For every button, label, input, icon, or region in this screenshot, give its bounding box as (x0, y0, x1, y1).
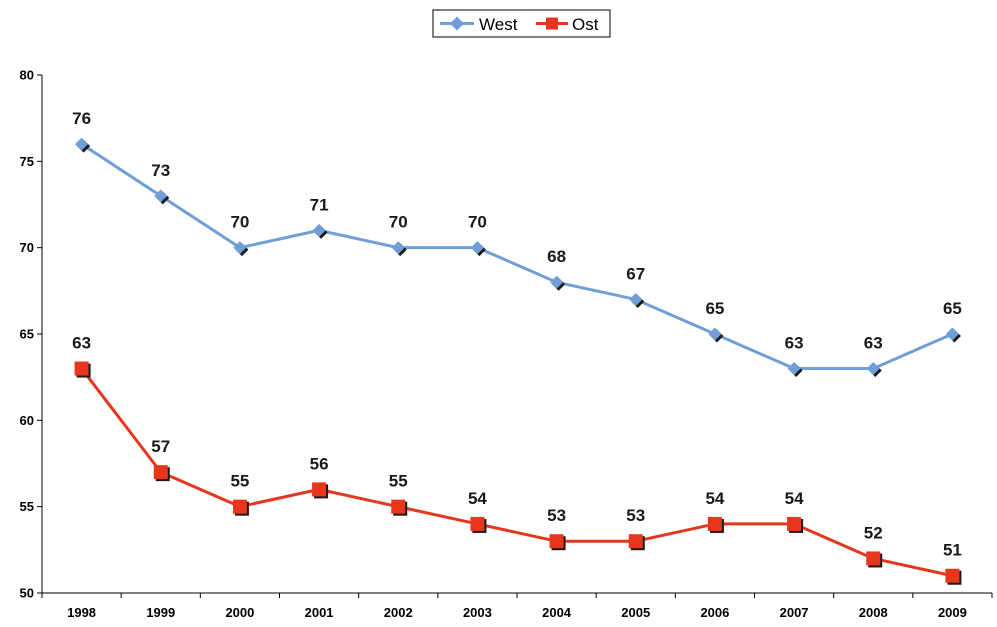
marker-ost (707, 516, 722, 531)
data-label-ost: 57 (151, 437, 170, 456)
marker-west (787, 362, 801, 376)
marker-west (866, 362, 880, 376)
marker-ost (391, 499, 406, 514)
marker-ost (945, 568, 960, 583)
marker-west (550, 275, 564, 289)
marker-ost (153, 465, 168, 480)
marker-west (945, 327, 959, 341)
series-line-ost (80, 367, 953, 578)
legend-marker-ost (546, 17, 558, 30)
marker-west (312, 223, 326, 237)
x-tick-label: 2002 (384, 605, 413, 620)
y-tick-label: 70 (20, 240, 34, 255)
marker-west (233, 241, 247, 255)
data-label-west: 63 (785, 334, 804, 353)
x-tick-label: 1998 (67, 605, 96, 620)
marker-ost (628, 534, 643, 549)
legend-marker-west (450, 16, 464, 31)
data-label-ost: 53 (547, 506, 566, 525)
y-tick-label: 60 (20, 413, 34, 428)
legend: West Ost (432, 9, 611, 38)
data-label-ost: 52 (864, 523, 883, 542)
marker-west (75, 137, 89, 151)
marker-ost (232, 499, 247, 514)
marker-west (470, 241, 484, 255)
marker-west (708, 327, 722, 341)
data-label-west: 63 (864, 334, 883, 353)
marker-west (391, 241, 405, 255)
axes: 50 55 60 65 70 75 80 1998 1999 2000 2001 2002 2003 20… (20, 68, 993, 620)
marker-ost (470, 516, 485, 531)
y-tick-label: 65 (20, 327, 34, 342)
data-label-ost: 55 (230, 472, 249, 491)
series-line-west (80, 142, 954, 371)
y-tick-label: 75 (20, 154, 34, 169)
data-label-ost: 56 (310, 454, 329, 473)
data-label-ost: 54 (785, 489, 804, 508)
data-label-west: 68 (547, 247, 566, 266)
data-label-west: 70 (468, 213, 487, 232)
marker-ost (549, 534, 564, 549)
data-label-ost: 63 (72, 334, 91, 353)
data-label-ost: 53 (626, 506, 645, 525)
x-tick-label: 2001 (305, 605, 334, 620)
y-tick-label: 50 (20, 586, 34, 601)
y-tick-label: 80 (20, 68, 34, 83)
x-tick-label: 2007 (780, 605, 809, 620)
data-label-west: 65 (705, 299, 724, 318)
marker-west (629, 292, 643, 306)
data-label-west: 70 (389, 213, 408, 232)
marker-ost (787, 516, 802, 531)
data-label-west: 73 (151, 161, 170, 180)
data-label-west: 70 (230, 213, 249, 232)
x-tick-label: 2005 (621, 605, 650, 620)
x-tick-label: 2004 (542, 605, 572, 620)
marker-west (154, 189, 168, 203)
data-label-ost: 55 (389, 472, 408, 491)
plot-area: 76 73 70 71 70 70 68 67 65 63 63 65 63 57 55 56 55 54 53 53… (72, 109, 962, 585)
data-label-west: 67 (626, 264, 645, 283)
x-tick-label: 2009 (938, 605, 967, 620)
data-label-ost: 54 (705, 489, 724, 508)
marker-ost (866, 551, 881, 566)
x-tick-label: 2008 (859, 605, 888, 620)
x-tick-label: 2000 (225, 605, 254, 620)
data-label-west: 71 (310, 195, 329, 214)
data-label-west: 65 (943, 299, 962, 318)
legend-label-west: West (479, 15, 518, 34)
data-label-ost: 51 (943, 541, 962, 560)
data-label-west: 76 (72, 109, 91, 128)
x-tick-label: 2003 (463, 605, 492, 620)
data-label-ost: 54 (468, 489, 487, 508)
y-tick-label: 55 (20, 499, 34, 514)
marker-ost (74, 361, 89, 376)
x-tick-label: 2006 (700, 605, 729, 620)
legend-label-ost: Ost (572, 15, 599, 34)
marker-ost (312, 482, 327, 497)
x-tick-label: 1999 (146, 605, 175, 620)
